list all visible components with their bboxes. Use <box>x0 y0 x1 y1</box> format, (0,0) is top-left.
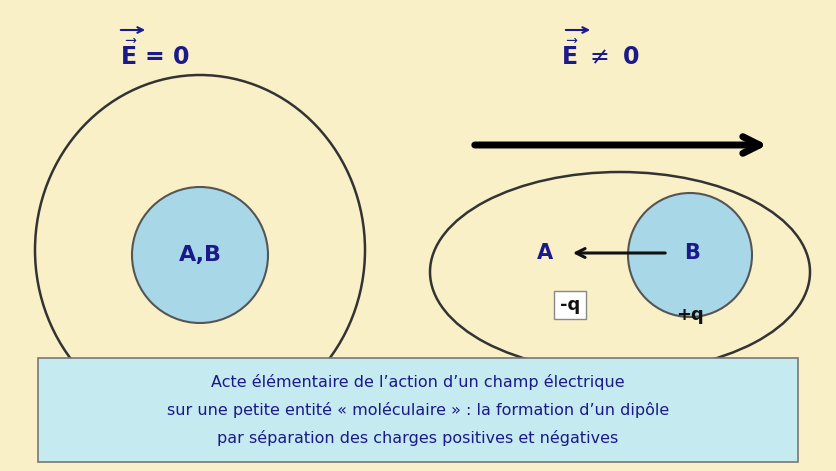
Text: A,B: A,B <box>179 245 222 265</box>
Text: par séparation des charges positives et négatives: par séparation des charges positives et … <box>217 430 619 446</box>
Ellipse shape <box>628 193 752 317</box>
Ellipse shape <box>35 75 365 425</box>
Ellipse shape <box>430 172 810 372</box>
Text: sur une petite entité « moléculaire » : la formation d’un dipôle: sur une petite entité « moléculaire » : … <box>167 402 669 418</box>
Text: B: B <box>684 243 700 263</box>
Text: -q: -q <box>560 296 580 314</box>
Text: Acte élémentaire de l’action d’un champ électrique: Acte élémentaire de l’action d’un champ … <box>212 374 624 390</box>
Ellipse shape <box>132 187 268 323</box>
Text: $\vec{\mathbf{E}}$ $\neq$ 0: $\vec{\mathbf{E}}$ $\neq$ 0 <box>560 40 640 70</box>
FancyBboxPatch shape <box>38 358 798 462</box>
Text: A: A <box>537 243 553 263</box>
Text: +q: +q <box>676 306 704 324</box>
Text: $\vec{\mathbf{E}}$ = 0: $\vec{\mathbf{E}}$ = 0 <box>120 40 190 70</box>
